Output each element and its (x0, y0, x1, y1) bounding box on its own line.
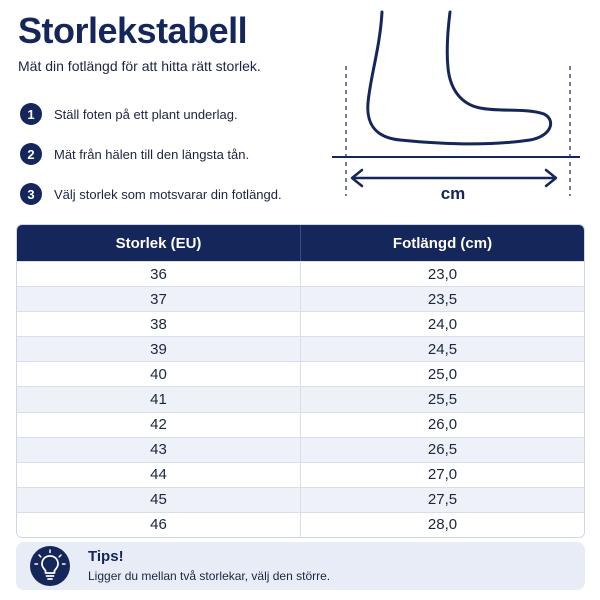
table-row: 42 26,0 (17, 411, 584, 437)
cell-size-eu: 44 (17, 461, 301, 487)
cell-size-eu: 45 (17, 486, 301, 512)
cell-size-eu: 37 (17, 286, 301, 312)
cell-foot-length: 28,0 (301, 511, 584, 537)
table-row: 40 25,0 (17, 361, 584, 387)
cell-foot-length: 23,5 (301, 286, 584, 311)
step-text: Mät från hälen till den längsta tån. (54, 146, 250, 162)
table-row: 37 23,5 (17, 286, 584, 312)
cell-size-eu: 39 (17, 336, 301, 362)
table-row: 46 28,0 (17, 511, 584, 538)
lightbulb-icon (30, 546, 70, 586)
tips-text: Ligger du mellan två storlekar, välj den… (88, 569, 331, 583)
step-number-badge: 1 (20, 103, 42, 125)
size-table: Storlek (EU) Fotlängd (cm) 36 23,0 37 23,5 3… (16, 224, 585, 539)
step-text: Ställ foten på ett plant underlag. (54, 106, 238, 122)
table-row: 44 27,0 (17, 461, 584, 487)
cell-foot-length: 27,5 (301, 486, 584, 512)
table-row: 39 24,5 (17, 336, 584, 362)
table-header: Storlek (EU) Fotlängd (cm) (17, 225, 584, 261)
instruction-steps: 1 Ställ foten på ett plant underlag. 2 M… (20, 94, 282, 214)
cell-foot-length: 26,0 (301, 411, 584, 437)
table-row: 38 24,0 (17, 311, 584, 337)
page-title: Storlekstabell (18, 10, 248, 51)
arrow-head-left (350, 168, 364, 188)
cell-foot-length: 24,5 (301, 336, 584, 361)
cell-foot-length: 25,0 (301, 361, 584, 386)
cell-size-eu: 46 (17, 511, 301, 538)
cell-size-eu: 38 (17, 311, 301, 337)
column-header-foot-length: Fotlängd (cm) (392, 234, 493, 252)
table-row: 41 25,5 (17, 386, 584, 412)
step-number-badge: 3 (20, 183, 42, 205)
cell-size-eu: 43 (17, 436, 301, 462)
column-header-size: Storlek (EU) (17, 225, 301, 261)
cell-foot-length: 27,0 (301, 461, 584, 487)
table-row: 43 26,5 (17, 436, 584, 462)
table-row: 45 27,5 (17, 486, 584, 512)
step-3: 3 Välj storlek som motsvarar din fotläng… (20, 174, 282, 214)
table-row: 36 23,0 (17, 261, 584, 287)
tips-title: Tips! (88, 548, 124, 565)
cell-size-eu: 42 (17, 411, 301, 437)
step-1: 1 Ställ foten på ett plant underlag. (20, 94, 282, 134)
cell-size-eu: 40 (17, 361, 301, 387)
tips-box: Tips! Ligger du mellan två storlekar, vä… (16, 542, 585, 590)
unit-label: cm (440, 184, 466, 203)
cell-foot-length: 25,5 (301, 386, 584, 411)
page-subtitle: Mät din fotlängd för att hitta rätt stor… (18, 58, 261, 74)
foot-measure-illustration (332, 10, 580, 196)
table-body: 36 23,0 37 23,5 38 24,0 39 24,5 40 25,0 41 25,5 42 26… (17, 261, 584, 538)
cell-size-eu: 36 (17, 261, 301, 287)
cell-foot-length: 23,0 (301, 261, 584, 286)
step-number-badge: 2 (20, 143, 42, 165)
cell-foot-length: 26,5 (301, 436, 584, 462)
foot-outline (366, 10, 553, 146)
step-2: 2 Mät från hälen till den längsta tån. (20, 134, 282, 174)
cell-foot-length: 24,0 (301, 311, 584, 336)
step-text: Välj storlek som motsvarar din fotlängd. (54, 186, 282, 202)
arrow-head-right (544, 168, 558, 188)
cell-size-eu: 41 (17, 386, 301, 412)
